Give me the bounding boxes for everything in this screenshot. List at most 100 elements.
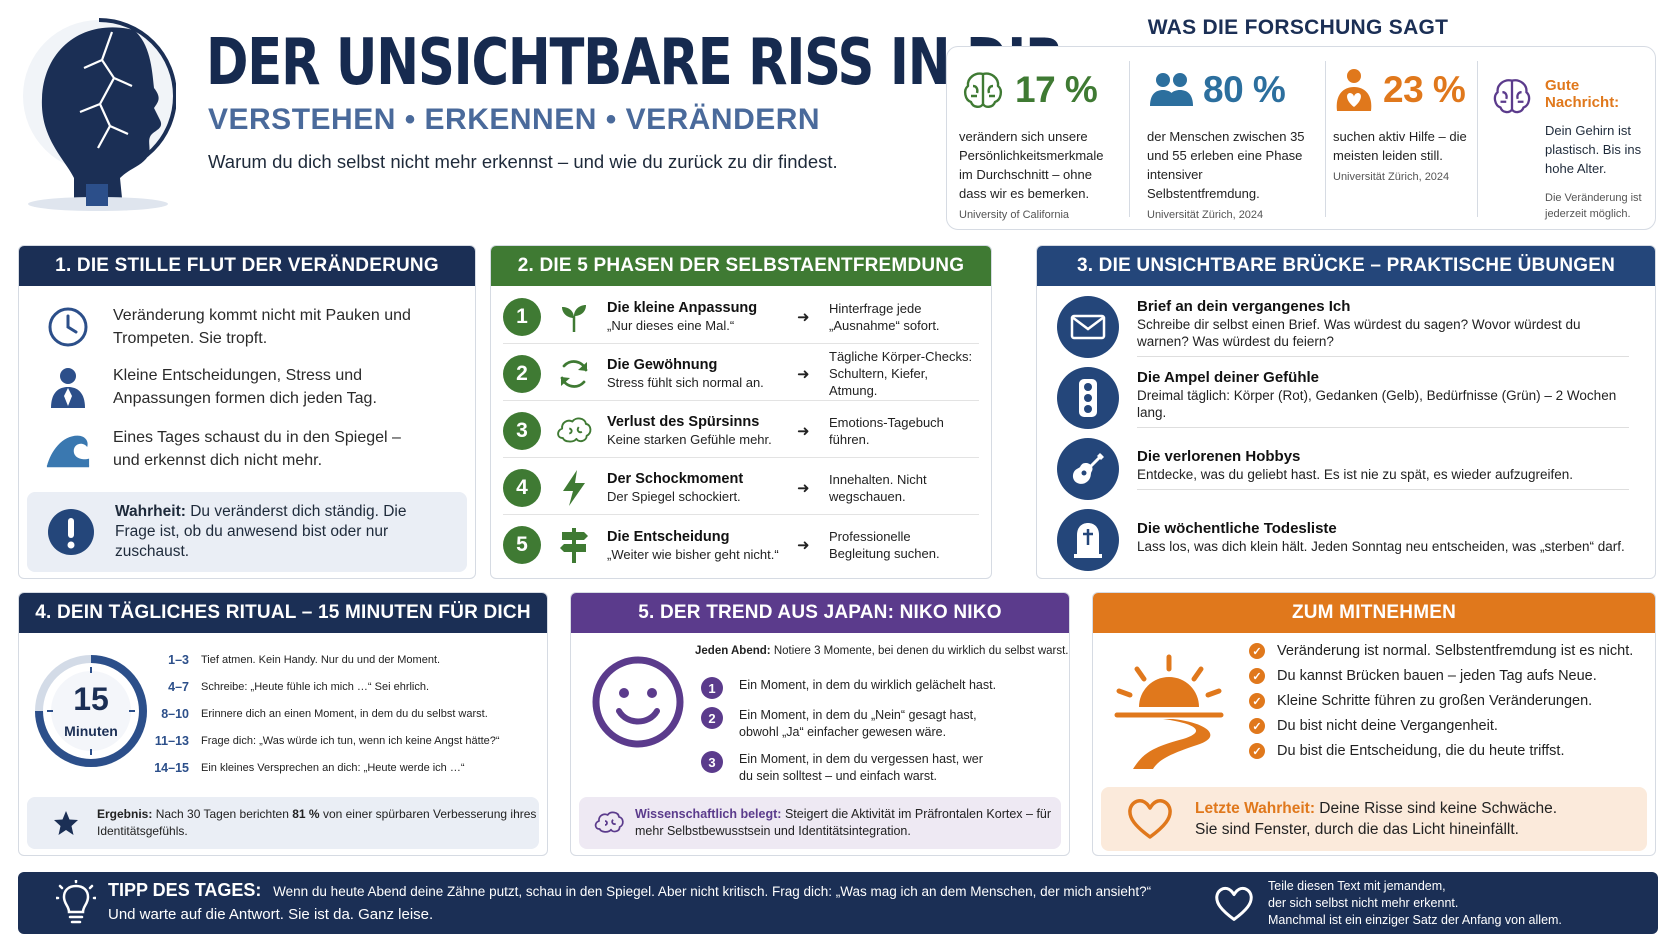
list-item-text: Eines Tages schaust du in den Spiegel – … [113,429,401,469]
stat-value: 80 % [1203,69,1286,110]
page-subtitle: VERSTEHEN • ERKENNEN • VERÄNDERN [208,103,821,136]
result-percent: 81 % [292,807,320,821]
timer-dial [35,655,147,767]
sprout-icon [562,304,586,332]
stat-source: University of California [959,209,1070,221]
person-heart-icon [1336,69,1372,111]
moment-text: Ein Moment, in dem du „Nein“ gesagt hast… [739,708,977,739]
tip-line1: Wenn du heute Abend deine Zähne putzt, s… [273,884,1152,899]
timer-unit: Minuten [64,723,118,739]
science-box: Wissenschaftlich belegt: Steigert die Ak… [579,797,1061,849]
share-line1: Teile diesen Text mit jemandem, [1268,879,1446,893]
check-icon: ✓ [1249,643,1265,659]
moment-number: 3 [701,751,723,773]
stat-text: verändern sich unsere Persönlichkeitsmer… [959,129,1104,201]
exercise-item: Die wöchentliche Todesliste Lass los, was… [1057,507,1635,573]
step-range: 11–13 [154,734,189,748]
takeaway-item: ✓ Du bist nicht deine Vergangenheit. [1249,718,1498,734]
phase-row: 5 Die Entscheidung „Weiter wie bisher geh… [503,518,979,572]
niko-moment: 2 Ein Moment, in dem du „Nein“ gesagt has… [701,707,999,741]
stat-value: 23 % [1383,69,1466,110]
step-range: 4–7 [168,680,189,694]
exercise-item: Brief an dein vergangenes Ich Schreibe di… [1057,294,1635,360]
stat-value: 17 % [1015,69,1098,110]
stat-source: Universität Zürich, 2024 [1333,171,1450,183]
panel-takeaways: ZUM MITNEHMEN ✓ Veränderung ist normal. S… [1092,592,1656,856]
clock-icon [48,307,88,347]
arrow-right-icon: ➜ [797,422,810,440]
phase-tip: Professionelle Begleitung suchen. [829,529,940,561]
tombstone-icon [1074,523,1102,558]
brain-icon [963,72,1003,108]
moment-text: Ein Moment, in dem du vergessen hast, we… [739,752,983,783]
people-icon [1150,73,1193,106]
takeaway-text: Veränderung ist normal. Selbstentfremdun… [1277,643,1634,659]
stat-text: suchen aktiv Hilfe – die meisten leiden … [1333,129,1467,163]
timer-value: 15 [73,681,109,717]
phase-tip: Emotions-Tagebuch führen. [829,414,944,447]
niko-intro: Jeden Abend: Notiere 3 Momente, bei dene… [695,645,1068,657]
heart-icon [1215,886,1253,921]
traffic-light-icon [1079,379,1097,417]
phase-number: 3 [503,411,541,450]
phase-row: 3 Verlust des Spürsinns Keine starken Gef… [503,404,979,458]
panel-niko-niko: 5. DER TREND AUS JAPAN: NIKO NIKO Jeden … [570,592,1070,856]
arrow-right-icon: ➜ [797,308,810,326]
ritual-step: 4–7 Schreibe: „Heute fühle ich mich …“ Se… [151,680,429,694]
research-box: 17 % verändern sich unsere Persönlichkei… [946,46,1656,230]
step-text: Frage dich: „Was würde ich tun, wenn ich… [201,735,500,747]
stat-card: 17 % verändern sich unsere Persönlichkei… [959,61,1117,221]
exclamation-icon [48,509,94,555]
check-icon: ✓ [1249,693,1265,709]
panel-title: 1. DIE STILLE FLUT DER VERÄNDERUNG [19,246,475,286]
science-text: Steigert die Aktivität im Präfrontalen K… [635,807,1052,838]
result-post: von einer spürbaren Verbesserung ihres I… [97,807,537,838]
ritual-step: 11–13 Frage dich: „Was würde ich tun, wen… [151,734,500,748]
check-icon: ✓ [1249,668,1265,684]
good-news-note: Die Veränderung ist jederzeit möglich. [1545,192,1642,220]
phase-name: Die kleine Anpassung [607,300,758,316]
exercise-name: Die Ampel deiner Gefühle [1137,368,1319,386]
panel-title: 3. DIE UNSICHTBARE BRÜCKE – PRAKTISCHE Ü… [1037,246,1655,286]
list-item: Eines Tages schaust du in den Spiegel – … [45,426,413,472]
takeaway-text: Du bist die Entscheidung, die du heute t… [1277,743,1565,759]
tip-line2: Und warte auf die Antwort. Sie ist da. G… [108,906,434,923]
phase-tip: Innehalten. Nicht wegschauen. [829,471,927,504]
brain-icon [557,417,592,442]
phase-desc: „Weiter wie bisher geht nicht.“ [607,546,779,562]
list-item: Kleine Entscheidungen, Stress und Anpass… [45,364,413,410]
cracked-head-illustration [23,18,176,211]
step-text: Tief atmen. Kein Handy. Nur du und der M… [201,654,441,666]
exercise-text: Schreibe dir selbst einen Brief. Was wür… [1137,316,1581,349]
phase-number: 4 [503,468,541,507]
phase-number: 2 [503,354,541,393]
list-item-text: Kleine Entscheidungen, Stress und Anpass… [113,367,377,407]
takeaway-text: Kleine Schritte führen zu großen Verände… [1277,693,1593,709]
moment-number: 1 [701,677,723,699]
good-news-text: Dein Gehirn ist plastisch. Bis ins hohe … [1545,123,1642,176]
exercise-name: Die verlorenen Hobbys [1137,448,1301,465]
envelope-icon [1070,314,1106,340]
exercise-text: Entdecke, was du geliebt hast. Es ist ni… [1137,467,1573,482]
moment-text: Ein Moment, in dem du wirklich gelächelt… [739,678,997,692]
takeaway-item: ✓ Du bist die Entscheidung, die du heute … [1249,743,1565,759]
ritual-step: 14–15 Ein kleines Versprechen an dich: „H… [151,761,464,775]
phase-name: Die Gewöhnung [607,357,718,373]
takeaway-text: Du kannst Brücken bauen – jeden Tag aufs… [1277,668,1597,684]
smiley-icon [592,656,684,748]
stat-source: Universität Zürich, 2024 [1147,209,1264,221]
cycle-icon [560,359,588,388]
phase-tip: Hinterfrage jede „Ausnahme“ sofort. [829,300,940,333]
takeaway-item: ✓ Kleine Schritte führen zu großen Veränd… [1249,693,1592,709]
tip-label: TIPP DES TAGES: [108,880,262,900]
result-label: Ergebnis: [97,807,153,821]
share-line2: der sich selbst nicht mehr erkennt. [1268,896,1459,910]
stat-card: 80 % der Menschen zwischen 35 und 55 erl… [1147,61,1313,221]
panel-invisible-bridge: 3. DIE UNSICHTBARE BRÜCKE – PRAKTISCHE Ü… [1036,245,1656,579]
moment-number: 2 [701,707,723,729]
sunrise-road-icon [1114,654,1224,769]
stat-text: der Menschen zwischen 35 und 55 erleben … [1147,129,1305,201]
lightning-icon [563,469,585,506]
phase-desc: Der Spiegel schockiert. [607,489,741,504]
page-tagline: Warum du dich selbst nicht mehr erkennst… [208,151,838,172]
